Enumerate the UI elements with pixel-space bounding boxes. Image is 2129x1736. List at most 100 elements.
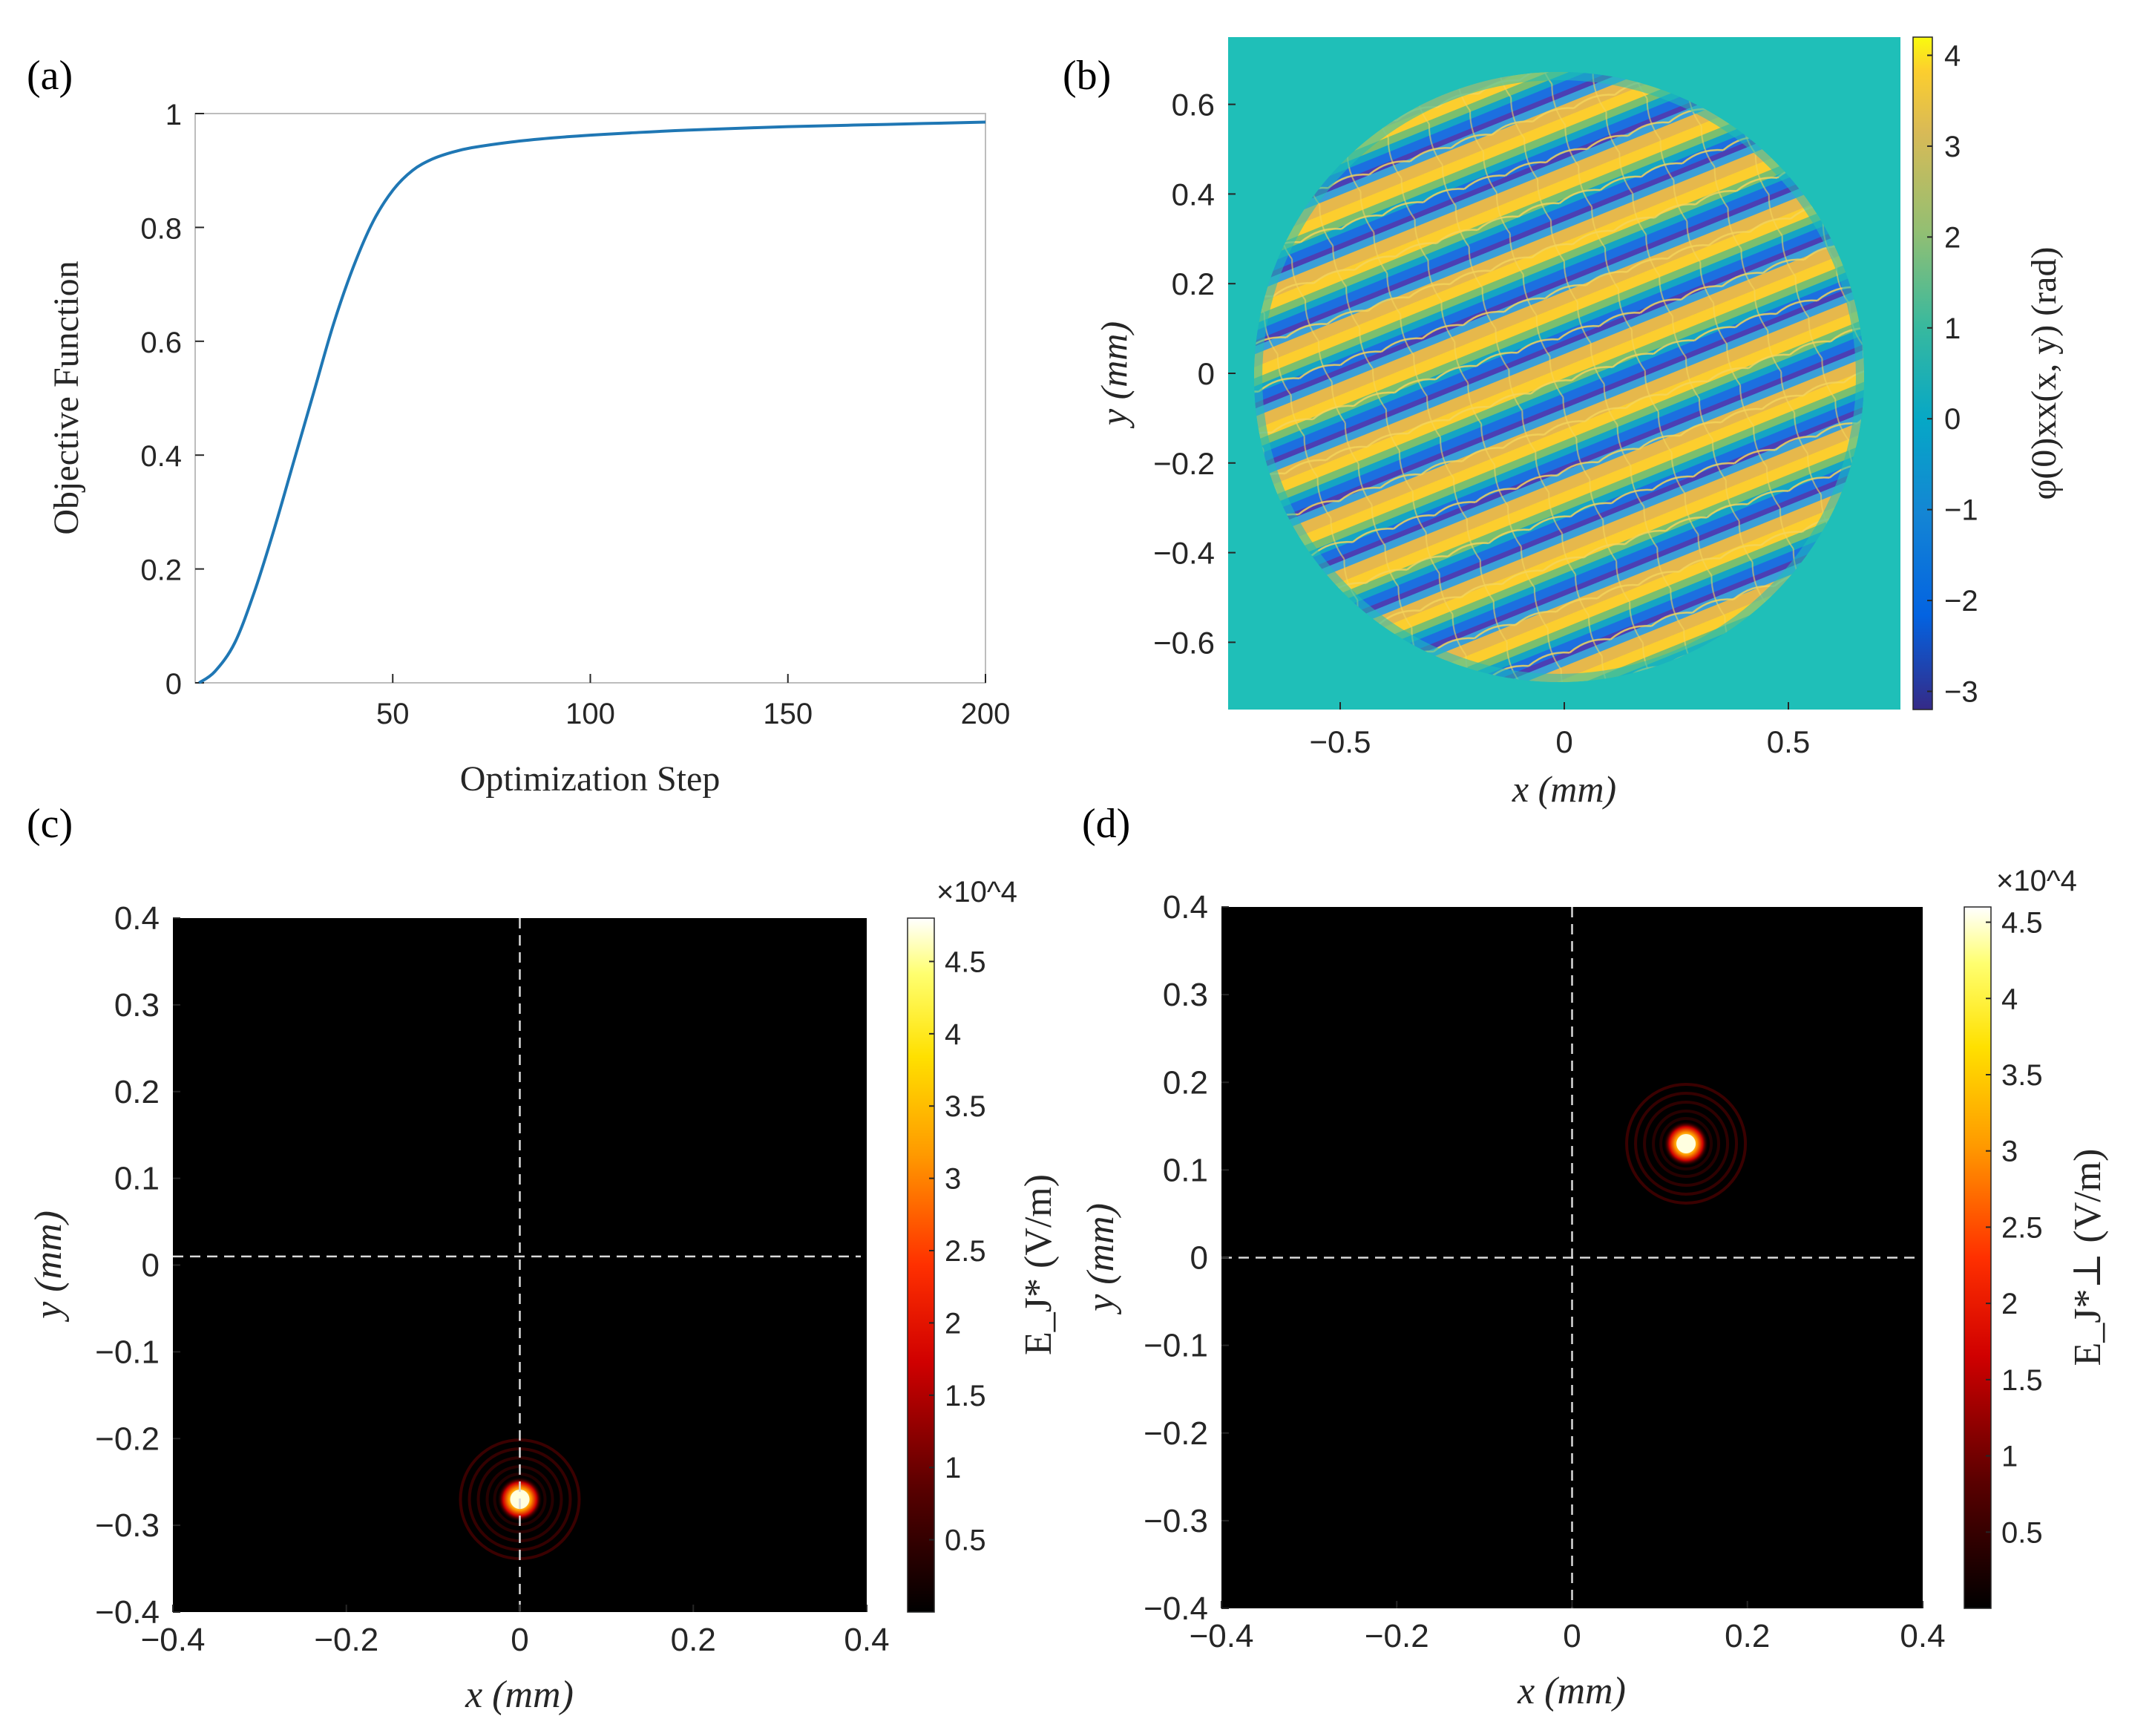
panel-a-ytick-label: 0.8 <box>140 212 182 245</box>
focal-spot-peak <box>1676 1133 1696 1153</box>
panel-b-xtick-label: −0.5 <box>1310 724 1371 759</box>
panel-b-colorbar-tick-label: −3 <box>1944 676 1978 709</box>
panel-b-ytick-label: −0.4 <box>1153 536 1215 571</box>
panel-c-ylabel: y (mm) <box>27 1211 70 1323</box>
panel-label-d: (d) <box>1082 801 1130 847</box>
panel-d-ytick-label: 0.4 <box>1163 889 1208 926</box>
focal-spot-ring <box>1625 1082 1748 1205</box>
panel-d-xtick-label: 0 <box>1563 1618 1581 1654</box>
panel-label-b: (b) <box>1063 53 1111 99</box>
panel-b-colorbar-label: φ(0)xx(x, y) (rad) <box>2024 247 2064 500</box>
panel-c-colorbar-tick-label: 3.5 <box>945 1090 986 1123</box>
panel-b-ytick-label: 0.4 <box>1172 177 1215 212</box>
panel-c-ytick-label: 0.4 <box>114 900 160 937</box>
focal-spot-ring <box>1652 1109 1721 1178</box>
panel-a-ylabel: Objective Function <box>47 261 86 534</box>
panel-d-colorbar-tick-label: 1 <box>2001 1441 2018 1473</box>
panel-d-ytick-label: 0 <box>1190 1240 1208 1277</box>
panel-b-colorbar-tick-label: 3 <box>1944 131 1961 163</box>
panel-c-colorbar-tick-label: 2 <box>945 1307 961 1340</box>
panel-label-c: (c) <box>27 801 73 847</box>
panel-d-colorbar <box>1964 906 1992 1609</box>
phase-aperture <box>1254 72 1864 682</box>
panel-c-ytick-label: −0.4 <box>95 1594 160 1631</box>
panel-b-ylabel: y (mm) <box>1093 321 1135 429</box>
panel-a-axes-box <box>194 113 986 684</box>
focal-spot-ring <box>1659 1116 1713 1170</box>
panel-c-colorbar-label: E_J* (V/m) <box>1017 1174 1060 1355</box>
panel-d-ytick-label: −0.1 <box>1144 1328 1208 1364</box>
panel-c-colorbar-tick-label: 4 <box>945 1018 961 1051</box>
panel-d-ytick-label: 0.2 <box>1163 1064 1208 1101</box>
panel-d-colorbar-tick-label: 0.5 <box>2001 1516 2043 1549</box>
panel-b-colorbar-tick-label: 4 <box>1944 39 1961 72</box>
panel-c-field-map: −0.4 −0.3 −0.2 −0.1 0 0.1 0.2 0.3 0.4 −0.4 −0.2 0 0… <box>27 876 1060 1716</box>
panel-c-ytick-label: 0 <box>142 1248 160 1284</box>
panel-b-ytick-label: −0.6 <box>1153 625 1215 660</box>
panel-c-colorbar-tick-label: 1 <box>945 1452 961 1484</box>
panel-a-ytick-label: 0 <box>165 668 182 701</box>
panel-c-colorbar-tick-label: 1.5 <box>945 1380 986 1412</box>
panel-c-colorbar-tick-label: 0.5 <box>945 1524 986 1557</box>
panel-d-colorbar-exponent: ×10^4 <box>1996 865 2077 897</box>
panel-d-colorbar-tick-label: 3 <box>2001 1136 2018 1168</box>
panel-b-colorbar-tick-label: 1 <box>1944 312 1961 345</box>
panel-b-colorbar-tick-label: −1 <box>1944 494 1978 527</box>
panel-d-colorbar-tick-label: 4.5 <box>2001 907 2043 940</box>
focal-spot-ring <box>1634 1091 1739 1196</box>
panel-c-colorbar <box>907 917 935 1613</box>
panel-b-colorbar-tick-label: 2 <box>1944 221 1961 254</box>
panel-b-phase-map: −0.6 −0.4 −0.2 0 0.2 0.4 0.6 −0.5 0 0.5 −3 −2 −1 0 1… <box>1093 36 2064 810</box>
panel-a-line-chart: 0 0.2 0.4 0.6 0.8 1 50 100 150 200 Optimization … <box>47 99 1010 799</box>
panel-d-colorbar-tick-label: 2.5 <box>2001 1211 2043 1244</box>
panel-d-colorbar-tick-label: 2 <box>2001 1288 2018 1320</box>
panel-d-xtick-label: 0.4 <box>1900 1618 1945 1654</box>
panel-d-xtick-label: −0.4 <box>1190 1618 1254 1654</box>
panel-d-ytick-label: 0.1 <box>1163 1152 1208 1188</box>
panel-c-ytick-label: −0.2 <box>95 1421 160 1457</box>
panel-c-ytick-label: −0.3 <box>95 1507 160 1544</box>
panel-a-ytick-label: 0.6 <box>140 327 182 359</box>
panel-c-colorbar-tick-label: 2.5 <box>945 1235 986 1268</box>
panel-c-ytick-label: 0.1 <box>114 1161 160 1197</box>
panel-b-xtick-label: 0.5 <box>1767 724 1810 759</box>
panel-c-colorbar-tick-label: 4.5 <box>945 946 986 978</box>
panel-d-colorbar-tick-label: 4 <box>2001 983 2018 1015</box>
panel-c-xtick-label: 0.4 <box>844 1622 889 1658</box>
panel-c-xtick-label: −0.4 <box>141 1622 206 1658</box>
panel-b-xtick-label: 0 <box>1555 724 1572 759</box>
panel-d-field-map: −0.4 −0.3 −0.2 −0.1 0 0.1 0.2 0.3 0.4 −0.4 −0.2 0 0… <box>1080 865 2109 1712</box>
panel-a-xtick-label: 200 <box>961 698 1011 730</box>
panel-label-a: (a) <box>27 53 73 99</box>
panel-d-colorbar-label: E_J*⊥ (V/m) <box>2067 1149 2109 1366</box>
panel-b-ytick-label: 0.6 <box>1172 88 1215 122</box>
panel-c-xtick-label: −0.2 <box>314 1622 378 1658</box>
panel-d-ytick-label: −0.3 <box>1144 1503 1208 1539</box>
panel-b-ytick-label: 0.2 <box>1172 266 1215 301</box>
panel-c-colorbar-tick-label: 3 <box>945 1163 961 1196</box>
panel-a-xtick-label: 150 <box>763 698 813 730</box>
panel-c-ytick-label: −0.1 <box>95 1334 160 1370</box>
panel-b-xlabel: x (mm) <box>1512 768 1616 810</box>
phase-cells <box>1254 72 1864 682</box>
panel-b-colorbar <box>1912 36 1933 710</box>
panel-c-ytick-label: 0.3 <box>114 987 160 1023</box>
panel-d-colorbar-tick-label: 1.5 <box>2001 1364 2043 1397</box>
panel-d-colorbar-tick-label: 3.5 <box>2001 1059 2043 1092</box>
panel-c-ytick-label: 0.2 <box>114 1074 160 1110</box>
panel-b-ytick-label: −0.2 <box>1153 446 1215 481</box>
focal-spot-ring <box>1643 1100 1730 1187</box>
panel-b-colorbar-tick-label: −2 <box>1944 585 1978 618</box>
panel-b-ytick-label: 0 <box>1198 356 1215 391</box>
panel-d-xtick-label: 0.2 <box>1725 1618 1770 1654</box>
panel-d-ytick-label: −0.4 <box>1144 1591 1208 1627</box>
panel-a-xtick-label: 100 <box>565 698 615 730</box>
panel-b-colorbar-tick-label: 0 <box>1944 403 1961 436</box>
panel-d-ytick-label: −0.2 <box>1144 1415 1208 1452</box>
panel-a-xlabel: Optimization Step <box>460 759 721 799</box>
panel-c-colorbar-exponent: ×10^4 <box>936 876 1017 908</box>
panel-d-ylabel: y (mm) <box>1080 1203 1122 1315</box>
panel-d-xtick-label: −0.2 <box>1365 1618 1429 1654</box>
panel-a-xtick-label: 50 <box>376 698 410 730</box>
